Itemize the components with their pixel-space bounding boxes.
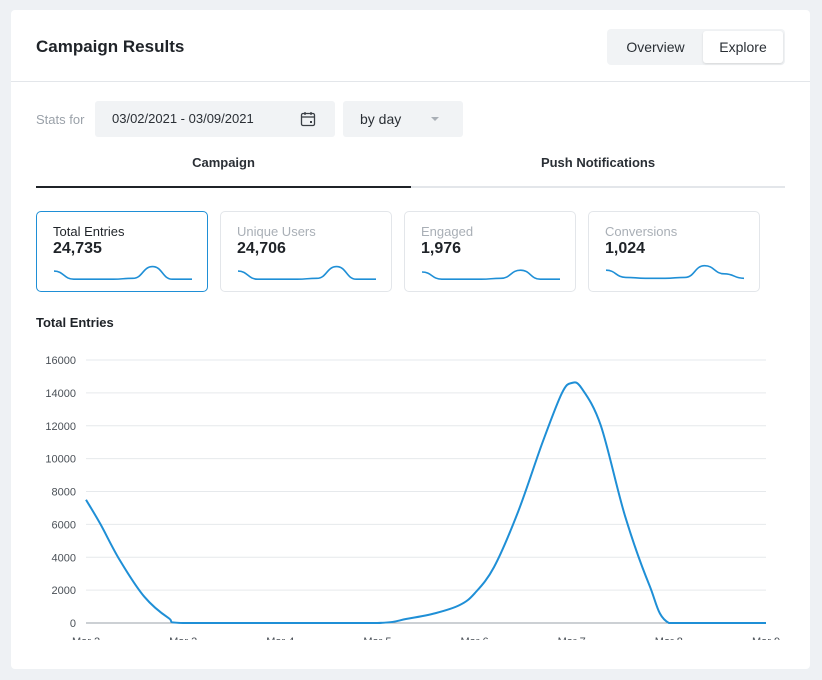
sparkline — [237, 265, 376, 280]
sparkline — [421, 269, 560, 280]
tab-campaign[interactable]: Campaign — [36, 150, 411, 188]
sparkline — [605, 264, 745, 280]
sparkline — [53, 265, 192, 280]
page-title: Campaign Results — [36, 37, 185, 56]
y-tick-label: 12000 — [45, 421, 76, 433]
x-tick-label: Mar 6 — [461, 636, 489, 640]
x-tick-label: Mar 5 — [363, 636, 391, 640]
view-toggle: Overview Explore — [607, 29, 785, 65]
metric-value: 24,706 — [237, 240, 286, 257]
y-tick-label: 6000 — [52, 519, 76, 531]
chevron-down-icon — [431, 117, 439, 121]
series-line — [85, 381, 766, 625]
sparkline-path — [237, 265, 376, 280]
metric-value: 1,024 — [605, 240, 646, 257]
sparkline-path — [605, 264, 745, 280]
x-tick-label: Mar 4 — [266, 636, 294, 640]
metric-card-conversions[interactable]: Conversions 1,024 — [588, 211, 760, 292]
x-tick-label: Mar 9 — [752, 636, 780, 640]
x-tick-label: Mar 7 — [558, 636, 586, 640]
metric-label: Engaged — [421, 224, 474, 239]
date-range-value: 03/02/2021 - 03/09/2021 — [112, 111, 254, 126]
y-tick-label: 2000 — [52, 585, 76, 597]
metric-card-total-entries[interactable]: Total Entries 24,735 — [36, 211, 208, 292]
overview-button[interactable]: Overview — [626, 39, 685, 55]
explore-button[interactable]: Explore — [703, 31, 783, 63]
calendar-icon — [300, 112, 316, 127]
metric-card-unique-users[interactable]: Unique Users 24,706 — [220, 211, 392, 292]
total-entries-chart: 0 2000 4000 6000 8000 10000 12000 14000 16000 Mar… — [45, 355, 780, 640]
y-tick-label: 8000 — [52, 487, 76, 499]
card-header: Campaign Results Overview Explore — [11, 10, 810, 82]
chart-title: Total Entries — [36, 315, 114, 330]
x-tick-label: Mar 2 — [72, 636, 100, 640]
y-tick-label: 4000 — [52, 552, 76, 564]
x-tick-label: Mar 8 — [655, 636, 683, 640]
tab-push-notifications[interactable]: Push Notifications — [411, 150, 785, 188]
campaign-results-card: Campaign Results Overview Explore Stats … — [11, 10, 810, 669]
x-tick-label: Mar 3 — [169, 636, 197, 640]
metric-value: 1,976 — [421, 240, 462, 257]
metric-value: 24,735 — [53, 240, 102, 257]
granularity-select[interactable]: by day — [343, 101, 463, 137]
metric-label: Total Entries — [53, 224, 125, 239]
sparkline-path — [421, 269, 560, 280]
stats-for-label: Stats for — [36, 112, 85, 127]
sparkline-path — [53, 265, 192, 280]
y-tick-label: 16000 — [45, 355, 76, 367]
y-tick-label: 14000 — [45, 388, 76, 400]
granularity-value: by day — [360, 111, 402, 127]
metric-card-engaged[interactable]: Engaged 1,976 — [404, 211, 576, 292]
y-tick-label: 0 — [70, 618, 76, 630]
y-tick-label: 10000 — [45, 454, 76, 466]
date-range-picker[interactable]: 03/02/2021 - 03/09/2021 — [95, 101, 335, 137]
metric-label: Unique Users — [237, 224, 316, 239]
metric-label: Conversions — [605, 224, 678, 239]
